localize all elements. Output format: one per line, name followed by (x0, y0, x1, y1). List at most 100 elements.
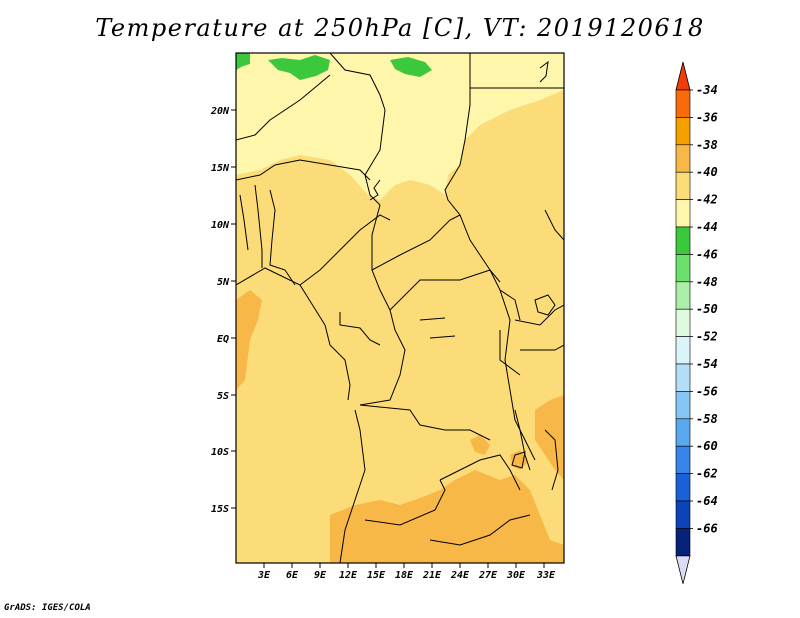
x-axis-labels: 3E 6E 9E 12E 15E 18E 21E 24E 27E 30E 33E (257, 570, 556, 581)
border-togo (254, 184, 263, 268)
colorbar-label: -42 (696, 193, 718, 207)
lake-malawi (544, 429, 559, 491)
colorbar-swatch (675, 528, 691, 557)
colorbar-label: -48 (696, 275, 718, 289)
border-niger-south (236, 159, 371, 181)
colorbar-label: -40 (696, 165, 718, 179)
colorbar-swatch (675, 144, 691, 173)
colorbar-swatch (675, 445, 691, 474)
lat-label: 20N (210, 106, 230, 117)
border-gabon (339, 312, 381, 346)
colorbar-bottom-arrow (675, 555, 691, 584)
colorbar-label: -50 (696, 302, 718, 316)
orange-region-south (330, 470, 564, 563)
colorbar-swatch (675, 500, 691, 529)
colorbar-label: -44 (696, 220, 718, 234)
lat-label: 5S (217, 391, 229, 402)
gulf-of-guinea-coast (236, 267, 326, 326)
colorbar-swatch (675, 363, 691, 392)
colorbar-label: -60 (696, 439, 718, 453)
colorbar-swatch (675, 226, 691, 255)
lat-label: EQ (217, 334, 229, 345)
lake-mweru (511, 451, 526, 469)
border-rwanda-burundi (499, 330, 521, 376)
grads-credit: GrADS: IGES/COLA (4, 603, 91, 613)
map-frame (235, 52, 565, 564)
colorbar-swatch (675, 336, 691, 365)
colorbar-label: -34 (696, 83, 718, 97)
lake-chad (369, 179, 381, 201)
border-congo-drc (359, 309, 406, 406)
temperature-field (236, 53, 564, 563)
lon-label: 12E (339, 570, 358, 581)
colorbar-swatch (675, 171, 691, 200)
x-axis-ticks (263, 563, 545, 568)
chart-title: Temperature at 250hPa [C], VT: 201912061… (95, 14, 705, 42)
border-zambia (439, 454, 521, 491)
colorbar-swatch (675, 473, 691, 502)
lon-label: 18E (395, 570, 414, 581)
sinai-coast (539, 60, 549, 83)
lake-tanganyika (514, 409, 531, 471)
lon-label: 3E (257, 570, 271, 581)
border-niger-libya (329, 53, 386, 206)
colorbar-swatch (675, 117, 691, 146)
colorbar-label: -56 (696, 384, 718, 398)
lon-label: 30E (506, 570, 526, 581)
colorbar-label: -52 (696, 330, 718, 344)
orange-spot-1 (470, 435, 490, 455)
lon-label: 6E (286, 570, 299, 581)
colorbar-label: -38 (696, 138, 718, 152)
lon-label: 15E (367, 570, 386, 581)
lat-label: 10N (211, 220, 230, 231)
border-uganda-kenya (514, 304, 564, 326)
border-drc-angola (359, 404, 491, 441)
colorbar-label: -66 (696, 521, 718, 535)
y-axis-labels: 20N 15N 10N 5N EQ 5S 10S 15S (210, 106, 230, 515)
border-angola-namibia (364, 479, 446, 526)
colorbar-swatch (675, 418, 691, 447)
colorbar-label: -46 (696, 247, 718, 261)
colorbar-swatch (675, 89, 691, 118)
green-blob-west (236, 53, 250, 70)
colorbar-label: -58 (696, 412, 718, 426)
y-axis-ticks (231, 109, 236, 509)
country-borders (236, 53, 564, 563)
border-car-drc (389, 269, 521, 321)
lat-label: 15S (211, 504, 229, 515)
colorbar-label: -36 (696, 110, 718, 124)
green-blob-2 (390, 57, 432, 77)
colorbar-top-arrow (675, 61, 691, 91)
colorbar-swatch (675, 281, 691, 310)
colorbar-swatch (675, 391, 691, 420)
border-ghana (239, 194, 249, 251)
border-benin-nigeria (269, 189, 296, 286)
colorbar-label: -54 (696, 357, 718, 371)
green-blob-1 (268, 55, 330, 80)
border-mali-algeria (236, 74, 331, 141)
lon-label: 21E (422, 570, 442, 581)
orange-region-west (236, 290, 262, 390)
colorbar-label: -64 (696, 494, 718, 508)
border-drc-east (499, 289, 536, 461)
border-car-chad (371, 214, 461, 271)
border-angola-coast (339, 409, 366, 563)
border-chad-sudan (444, 53, 501, 283)
drc-rivers (419, 317, 456, 339)
colorbar-label: -62 (696, 467, 718, 481)
colorbar: -34 -36 -38 -40 -42 -44 -46 -48 -50 -52 -54 -56 -58 -… (675, 61, 718, 584)
lake-victoria (534, 294, 556, 316)
border-ethiopia (544, 209, 564, 241)
lon-label: 9E (314, 570, 327, 581)
lat-label: 5N (217, 277, 230, 288)
border-tanzania (520, 344, 564, 351)
colorbar-swatch (675, 199, 691, 228)
lon-label: 33E (536, 570, 556, 581)
lon-label: 27E (478, 570, 498, 581)
colorbar-swatch (675, 254, 691, 283)
border-congo-coast (324, 324, 351, 401)
border-namibia-botswana (429, 514, 531, 546)
border-nigeria-cameroon (299, 214, 391, 286)
